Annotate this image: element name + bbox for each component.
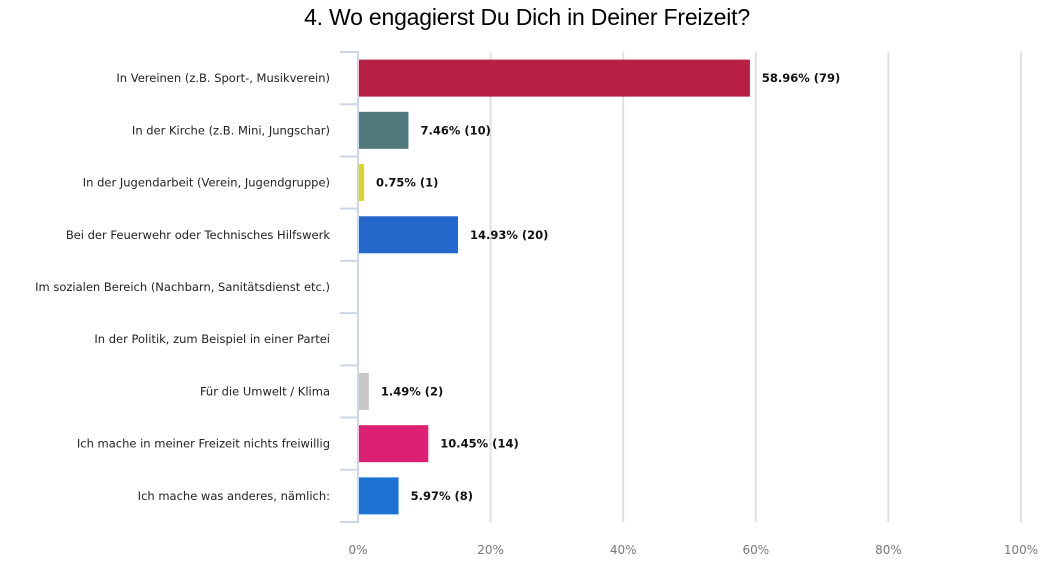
data-label: 58.96% (79) [762,71,840,85]
category-label: Bei der Feuerwehr oder Technisches Hilfs… [66,228,331,242]
chart-title: 4. Wo engagierst Du Dich in Deiner Freiz… [304,4,750,30]
x-tick-label: 80% [875,543,902,557]
data-label: 10.45% (14) [440,437,518,451]
data-label: 7.46% (10) [420,123,490,137]
x-tick-label: 0% [348,543,367,557]
category-label: In Vereinen (z.B. Sport-, Musikverein) [116,71,330,85]
bars [359,59,750,515]
gridlines [489,52,1022,522]
x-tick-label: 60% [742,543,769,557]
x-tick-label: 20% [477,543,504,557]
data-label: 14.93% (20) [470,228,548,242]
bar [359,477,399,515]
x-tick-label: 40% [610,543,637,557]
bar [359,59,750,97]
data-labels: 58.96% (79) 7.46% (10) 0.75% (1) 14.93% (20… [376,71,840,503]
category-label: In der Kirche (z.B. Mini, Jungschar) [132,123,330,137]
data-label: 1.49% (2) [381,384,443,398]
data-label: 5.97% (8) [411,489,473,503]
category-label: Ich mache in meiner Freizeit nichts frei… [77,437,330,451]
bar [359,164,364,202]
category-label: Im sozialen Bereich (Nachbarn, Sanitätsd… [35,280,330,294]
category-label: In der Jugendarbeit (Verein, Jugendgrupp… [83,176,330,190]
category-label: Für die Umwelt / Klima [200,384,330,398]
data-label: 0.75% (1) [376,176,438,190]
x-tick-labels: 0% 20% 40% 60% 80% 100% [348,543,1038,557]
bar [359,372,369,410]
bar [359,216,458,254]
x-tick-label: 100% [1004,543,1038,557]
category-label: Ich mache was anderes, nämlich: [138,489,330,503]
bar [359,111,409,149]
category-label: In der Politik, zum Beispiel in einer Pa… [94,332,330,346]
y-axis [340,51,359,523]
bar [359,425,429,463]
category-labels: In Vereinen (z.B. Sport-, Musikverein) In… [35,71,330,503]
